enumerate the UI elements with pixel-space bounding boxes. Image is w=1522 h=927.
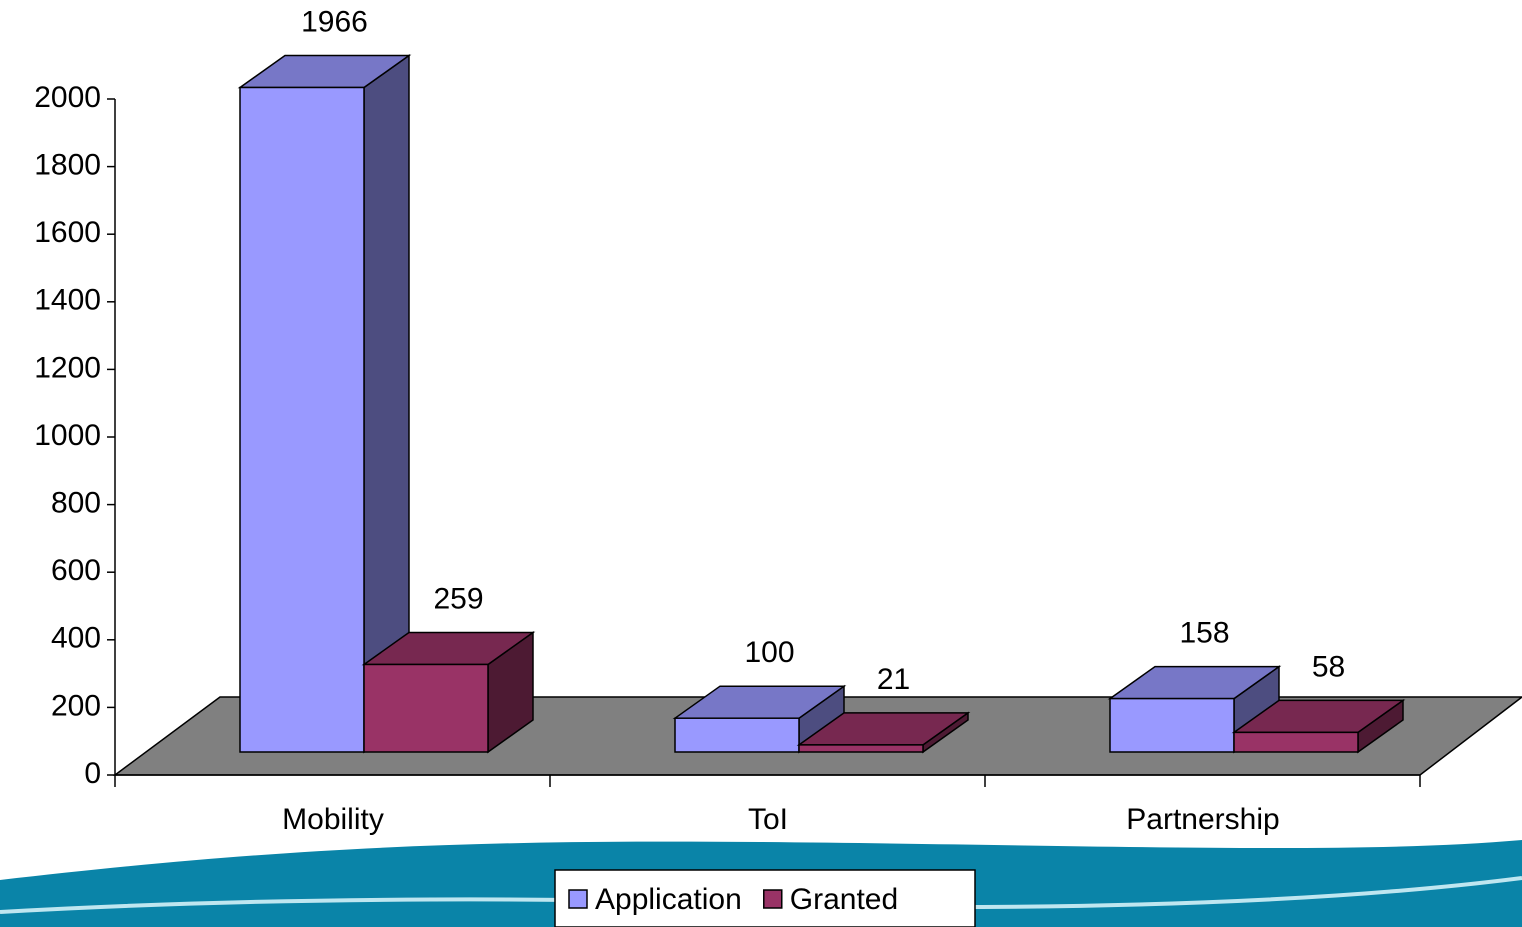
y-tick-label: 1200	[34, 351, 101, 384]
y-tick-label: 1800	[34, 149, 101, 182]
bar-front	[363, 663, 489, 753]
value-label: 100	[744, 636, 794, 669]
y-tick-label: 200	[51, 689, 101, 722]
legend-swatch	[568, 889, 588, 909]
value-label: 21	[877, 663, 910, 696]
y-tick-label: 1600	[34, 216, 101, 249]
bar-front	[1109, 697, 1235, 753]
value-label: 1966	[301, 5, 368, 38]
x-tick-label: Mobility	[282, 803, 384, 836]
value-label: 158	[1179, 617, 1229, 650]
value-label: 259	[433, 582, 483, 615]
bar	[361, 631, 536, 754]
bar	[672, 684, 847, 754]
bar-front	[239, 86, 365, 753]
legend-label: Granted	[790, 883, 898, 916]
y-tick-label: 0	[84, 757, 101, 790]
y-tick-label: 600	[51, 554, 101, 587]
legend-label: Application	[595, 883, 742, 916]
bar	[237, 54, 412, 754]
legend-swatch	[763, 889, 783, 909]
value-label: 58	[1312, 650, 1345, 683]
bar-front	[798, 744, 924, 753]
bar	[1231, 698, 1406, 754]
y-tick-label: 1000	[34, 419, 101, 452]
x-tick-label: ToI	[748, 803, 788, 836]
bar	[796, 711, 971, 754]
bar	[1107, 665, 1282, 754]
x-tick-label: Partnership	[1126, 803, 1279, 836]
y-tick-label: 2000	[34, 81, 101, 114]
y-tick-label: 800	[51, 487, 101, 520]
y-tick-label: 1400	[34, 284, 101, 317]
bar-front	[674, 717, 800, 753]
bar-front	[1233, 731, 1359, 753]
y-tick-label: 400	[51, 622, 101, 655]
